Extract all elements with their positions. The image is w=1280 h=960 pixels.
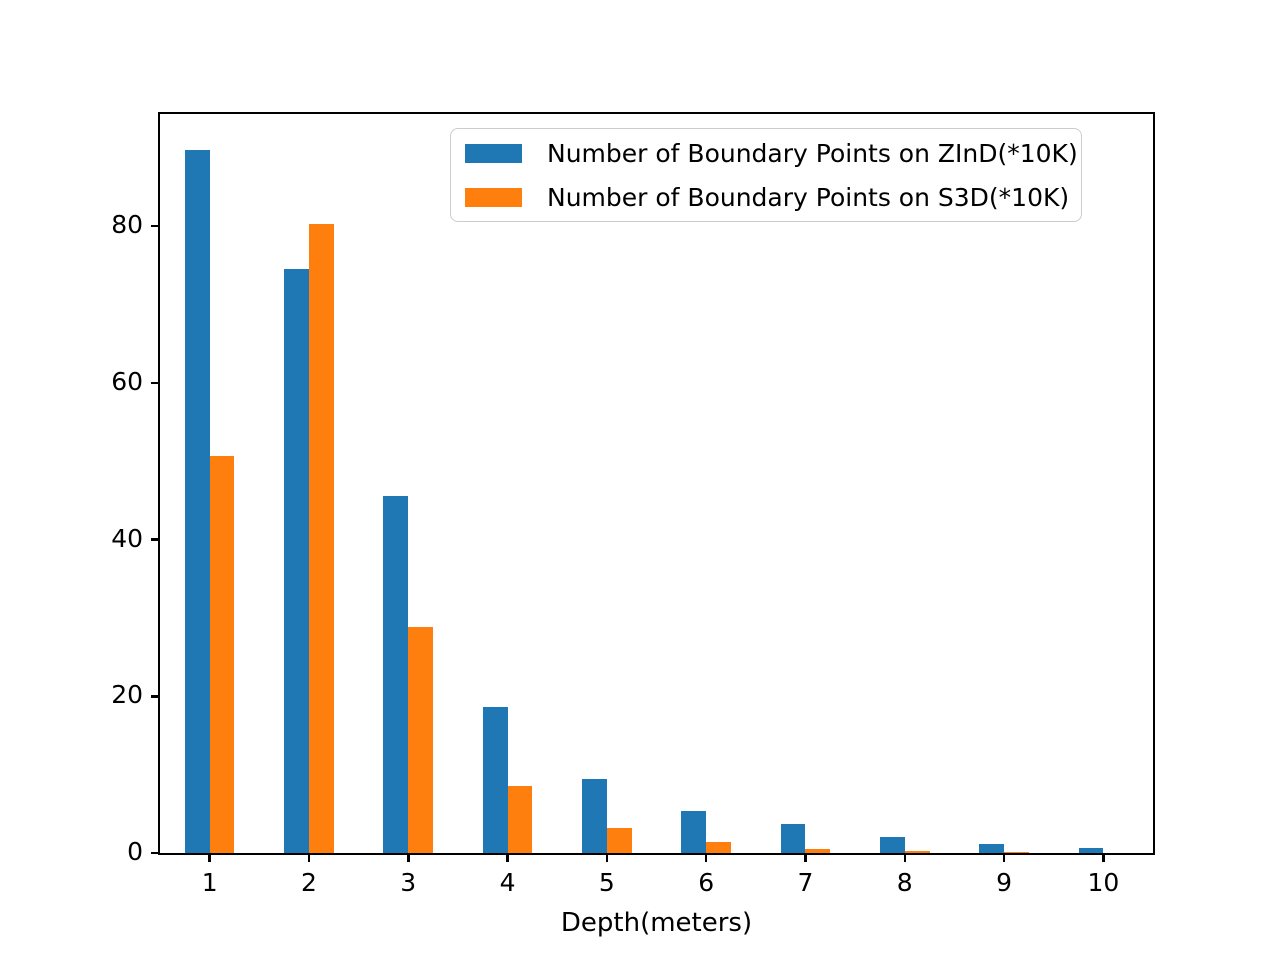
x-tick [804,853,807,862]
bar-zind-depth-9 [979,843,1005,853]
legend-color-patch-s3d [465,187,522,207]
bar-zind-depth-10 [1078,848,1104,853]
bar-s3d-depth-7 [805,849,831,853]
bar-zind-depth-5 [582,778,607,853]
bar-zind-depth-4 [482,707,508,853]
y-tick-label: 60 [111,366,143,396]
bar-zind-depth-1 [184,150,210,853]
x-tick-label: 7 [797,868,814,897]
bar-zind-depth-8 [879,836,905,853]
x-tick [307,853,311,862]
x-tick [605,853,609,862]
bar-zind-depth-6 [681,810,707,853]
bar-zind-depth-7 [780,824,806,853]
x-tick-label: 10 [1087,868,1120,897]
x-tick [407,853,410,862]
bar-zind-depth-2 [284,269,309,853]
y-tick [151,538,160,541]
bar-s3d-depth-8 [904,850,930,853]
x-tick-label: 6 [698,868,715,897]
x-axis-label: Depth(meters) [560,908,753,938]
bar-zind-depth-3 [383,495,409,853]
bar-s3d-depth-4 [507,785,533,853]
y-tick [151,695,160,698]
x-tick [208,853,211,862]
x-tick-label: 1 [201,868,218,897]
x-tick-label: 5 [598,868,615,897]
legend: Number of Boundary Points on ZInD(*10K) N… [450,128,1082,222]
x-tick [903,853,906,862]
y-tick [151,851,160,855]
bar-s3d-depth-9 [1004,852,1029,853]
x-tick-label: 9 [996,868,1012,897]
y-tick-label: 20 [111,680,143,710]
y-tick-label: 80 [111,210,143,240]
legend-label: Number of Boundary Points on ZInD(*10K) [547,138,1078,168]
legend-label: Number of Boundary Points on S3D(*10K) [547,182,1070,212]
x-tick [506,853,509,862]
x-tick [1002,853,1006,862]
x-tick [704,853,708,862]
legend-item-zind: Number of Boundary Points on ZInD(*10K) [465,138,1078,168]
bar-s3d-depth-6 [706,842,731,853]
bar-s3d-depth-5 [606,827,632,853]
y-tick-label: 40 [111,523,143,553]
legend-item-s3d: Number of Boundary Points on S3D(*10K) [465,182,1070,212]
y-tick [151,381,160,385]
x-tick-label: 4 [499,868,516,897]
bar-s3d-depth-2 [308,224,334,853]
x-tick-label: 3 [400,868,417,897]
x-tick-label: 8 [896,868,913,897]
y-tick [151,224,160,228]
x-tick [1102,853,1105,862]
legend-color-patch-zind [465,143,522,163]
y-tick-label: 0 [127,837,143,866]
bar-s3d-depth-3 [408,627,434,853]
bar-s3d-depth-1 [209,456,235,853]
x-tick-label: 2 [300,868,317,897]
